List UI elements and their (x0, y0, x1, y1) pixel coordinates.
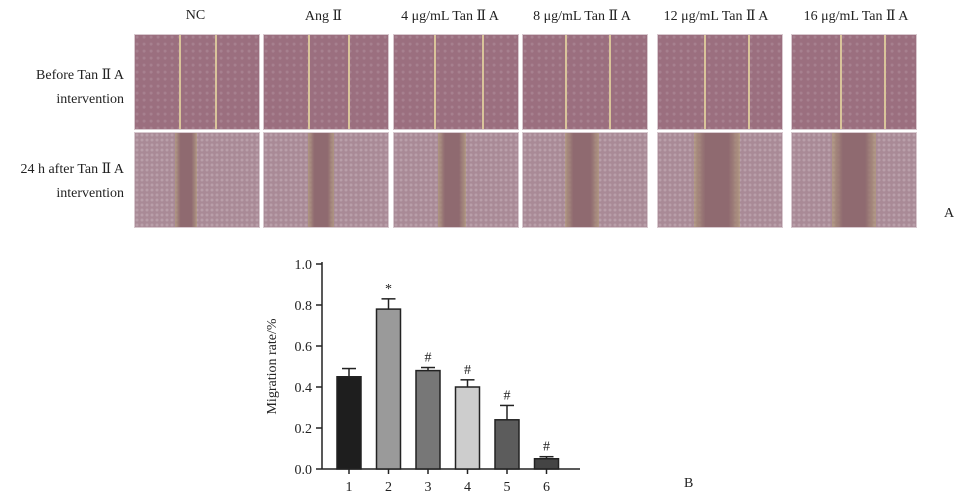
bar-5 (494, 419, 520, 470)
bar-4 (454, 386, 481, 470)
significance-marker-4: # (464, 363, 471, 378)
wound-edge-line (215, 35, 217, 129)
column-label-tan-16: 16 μg/mL Tan Ⅱ A (803, 9, 909, 24)
micrograph-before-5 (657, 34, 783, 130)
micrograph-after-4 (522, 132, 648, 228)
bar-1 (336, 376, 362, 470)
wound-edge-line (748, 35, 750, 129)
wound-edge-line (308, 35, 310, 129)
row-label-before: Before Tan Ⅱ A intervention (0, 64, 124, 112)
x-tick-label: 5 (504, 480, 511, 495)
y-tick-label: 0.6 (295, 340, 313, 355)
significance-marker-6: # (543, 440, 550, 455)
y-tick-label: 0.0 (295, 463, 313, 478)
micrograph-after-3 (393, 132, 519, 228)
x-tick-label: 2 (385, 480, 392, 495)
micrograph-before-1 (134, 34, 260, 130)
row-label-after: 24 h after Tan Ⅱ A intervention (0, 158, 124, 206)
wound-gap (832, 133, 876, 227)
x-tick-label: 3 (425, 480, 432, 495)
y-axis-label: Migration rate/% (265, 318, 280, 414)
bar-3 (415, 369, 441, 470)
wound-edge-line (565, 35, 567, 129)
bar-6 (533, 458, 560, 470)
wound-gap (565, 133, 599, 227)
significance-marker-5: # (504, 388, 511, 403)
panel-label-b: B (684, 476, 694, 491)
x-tick-label: 1 (346, 480, 353, 495)
panel-label-a: A (944, 206, 955, 221)
column-label-ang-ii: Ang Ⅱ (304, 9, 343, 24)
column-label-tan-4: 4 μg/mL Tan Ⅱ A (401, 9, 499, 24)
wound-edge-line (609, 35, 611, 129)
row-label-after-line2: intervention (56, 186, 124, 201)
wound-edge-line (179, 35, 181, 129)
micrograph-before-4 (522, 34, 648, 130)
wound-edge-line (434, 35, 436, 129)
micrograph-before-6 (791, 34, 917, 130)
wound-edge-line (348, 35, 350, 129)
x-tick-label: 6 (543, 480, 550, 495)
y-tick-label: 1.0 (295, 258, 313, 273)
x-tick-label: 4 (464, 480, 471, 495)
wound-gap (308, 133, 334, 227)
wound-edge-line (704, 35, 706, 129)
significance-marker-2: * (385, 282, 392, 297)
y-tick-label: 0.2 (295, 422, 313, 437)
migration-bar-chart: 0.0 0.2 0.4 0.6 0.8 1.0 Migration rate/% 1 * 2 #3 #… (265, 258, 580, 495)
micrograph-before-3 (393, 34, 519, 130)
row-label-before-line1: Before Tan Ⅱ A (36, 68, 124, 83)
wound-gap (438, 133, 466, 227)
micrograph-after-5 (657, 132, 783, 228)
significance-marker-3: # (425, 351, 432, 366)
column-label-tan-8: 8 μg/mL Tan Ⅱ A (533, 9, 631, 24)
column-label-nc: NC (185, 8, 206, 23)
row-label-after-line1: 24 h after Tan Ⅱ A (20, 162, 124, 177)
y-tick-label: 0.4 (295, 381, 313, 396)
wound-edge-line (482, 35, 484, 129)
wound-edge-line (840, 35, 842, 129)
wound-edge-line (884, 35, 886, 129)
wound-gap (175, 133, 197, 227)
micrograph-after-1 (134, 132, 260, 228)
bar-2 (375, 308, 402, 470)
micrograph-before-2 (263, 34, 389, 130)
wound-gap (694, 133, 740, 227)
row-label-before-line2: intervention (56, 92, 124, 107)
column-label-tan-12: 12 μg/mL Tan Ⅱ A (663, 9, 769, 24)
micrograph-after-2 (263, 132, 389, 228)
y-tick-label: 0.8 (295, 299, 313, 314)
micrograph-after-6 (791, 132, 917, 228)
